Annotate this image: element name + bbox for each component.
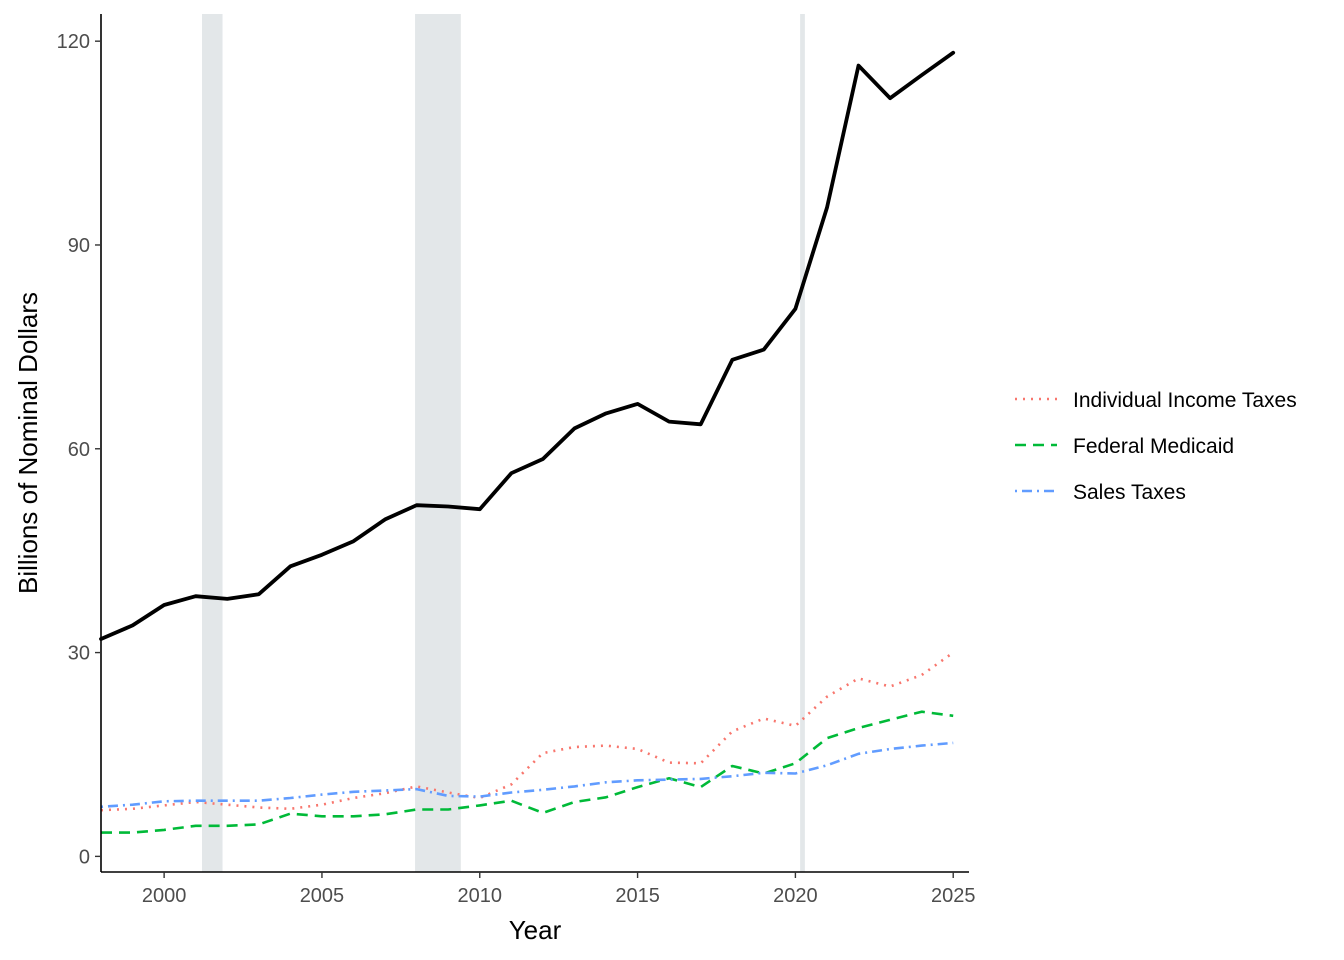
legend: Individual Income Taxes Federal Medicaid S… xyxy=(1015,389,1297,504)
legend-label-medicaid: Federal Medicaid xyxy=(1073,435,1234,458)
x-tick-label: 2010 xyxy=(458,885,503,907)
recession-band xyxy=(415,14,461,872)
y-axis-ticks: 0 30 60 90 120 xyxy=(57,31,101,868)
y-tick-label: 120 xyxy=(57,31,90,53)
series-lines xyxy=(99,50,956,834)
x-axis-ticks: 2000 2005 2010 2015 2020 2025 xyxy=(142,872,976,907)
y-tick-label: 90 xyxy=(68,235,90,257)
x-tick-label: 2000 xyxy=(142,885,187,907)
recession-band xyxy=(202,14,223,872)
legend-item-income: Individual Income Taxes xyxy=(1015,389,1297,412)
legend-item-sales: Sales Taxes xyxy=(1015,481,1186,504)
series-line-medicaid xyxy=(101,710,954,834)
x-tick-label: 2020 xyxy=(773,885,818,907)
series-line-sales xyxy=(100,741,954,809)
legend-label-sales: Sales Taxes xyxy=(1073,481,1186,504)
series-line-total xyxy=(99,50,956,641)
recession-band xyxy=(800,14,805,872)
legend-label-income: Individual Income Taxes xyxy=(1073,389,1297,412)
x-tick-label: 2005 xyxy=(300,885,345,907)
x-axis-title: Year xyxy=(509,915,562,945)
recession-bands xyxy=(202,14,805,872)
series-line-income xyxy=(100,651,954,812)
y-axis-title: Billions of Nominal Dollars xyxy=(13,292,43,594)
y-tick-label: 60 xyxy=(68,439,90,461)
x-tick-label: 2015 xyxy=(615,885,660,907)
y-tick-label: 0 xyxy=(79,846,90,868)
y-tick-label: 30 xyxy=(68,643,90,665)
legend-item-medicaid: Federal Medicaid xyxy=(1015,435,1234,458)
axes xyxy=(100,14,969,873)
x-tick-label: 2025 xyxy=(931,885,976,907)
